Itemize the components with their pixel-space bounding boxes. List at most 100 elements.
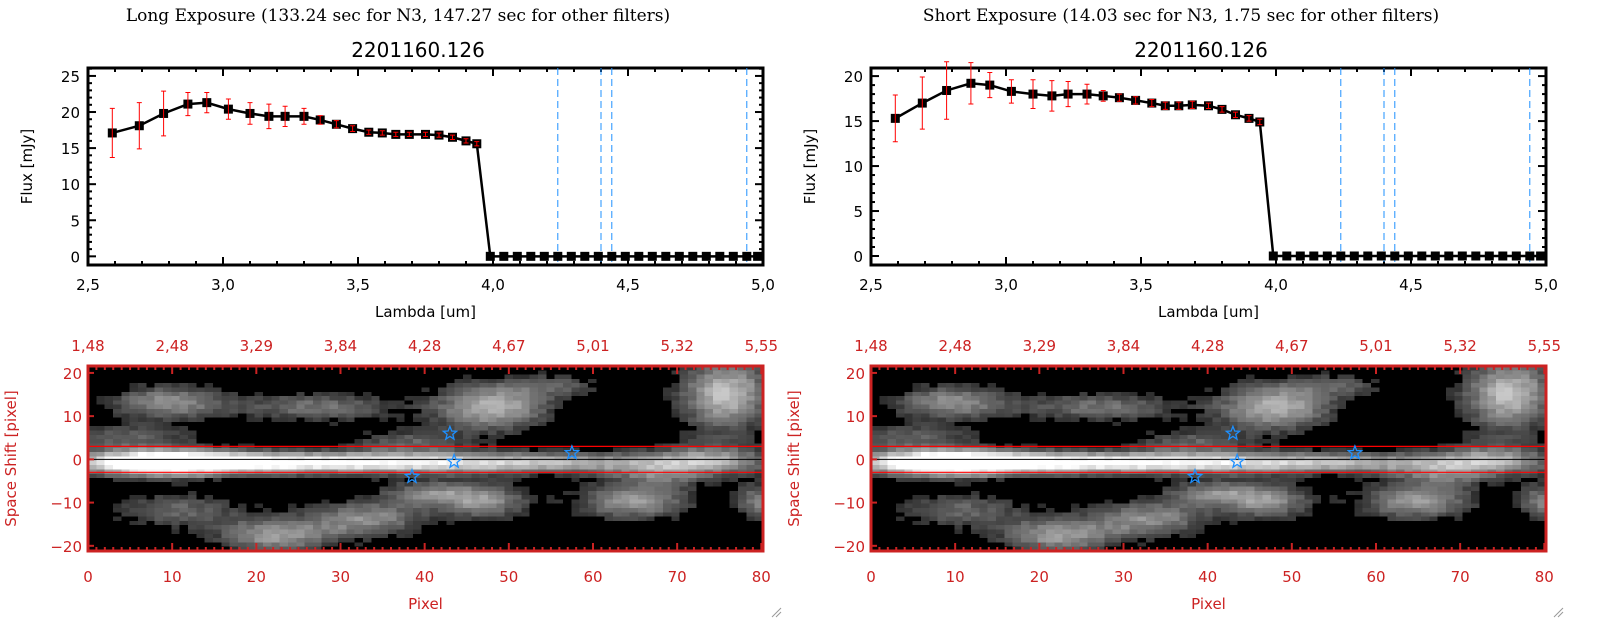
x-tick-label: 40 xyxy=(1198,568,1217,586)
y-tick-label: −20 xyxy=(833,538,865,556)
top-tick-label: 4,67 xyxy=(1275,337,1308,355)
x-tick-label: 20 xyxy=(247,568,266,586)
data-point xyxy=(1268,251,1278,261)
x-tick-label: 30 xyxy=(1114,568,1133,586)
y-tick-label: 0 xyxy=(855,451,865,469)
data-point xyxy=(1376,251,1386,261)
y-axis-label: Flux [mJy] xyxy=(801,129,819,205)
top-tick-label: 5,32 xyxy=(1443,337,1476,355)
x-tick-label: 50 xyxy=(1282,568,1301,586)
data-point xyxy=(715,251,725,261)
error-bar xyxy=(204,92,210,114)
x-tick-label: 70 xyxy=(1451,568,1470,586)
top-tick-label: 5,55 xyxy=(1528,337,1561,355)
error-bar xyxy=(1219,106,1225,113)
top-tick-label: 5,01 xyxy=(1359,337,1392,355)
error-bar xyxy=(1233,111,1238,118)
data-point xyxy=(753,251,763,261)
top-tick-label: 5,01 xyxy=(576,337,609,355)
y-tick-label: 20 xyxy=(846,365,865,383)
error-bar xyxy=(1100,89,1106,102)
x-tick-label: 4,5 xyxy=(616,276,640,294)
spectrum-title-left: 2201160.126 xyxy=(351,38,485,62)
x-tick-label: 5,0 xyxy=(751,276,775,294)
y-tick-label: 20 xyxy=(63,365,82,383)
y-tick-label: 0 xyxy=(853,248,863,266)
data-point xyxy=(701,251,711,261)
x-tick-label: 0 xyxy=(83,568,93,586)
error-bar xyxy=(1065,80,1071,108)
error-bar xyxy=(436,132,442,138)
y-axis-label: Space Shift [pixel] xyxy=(2,390,20,527)
resize-grip-icon[interactable] xyxy=(1552,606,1564,618)
x-tick-label: 20 xyxy=(1030,568,1049,586)
long-exposure-title: Long Exposure (133.24 sec for N3, 147.27… xyxy=(126,6,670,26)
resize-grip-icon[interactable] xyxy=(770,606,782,618)
error-bar xyxy=(1049,80,1055,112)
data-point xyxy=(1349,251,1359,261)
error-bar xyxy=(393,131,399,138)
spectrum-title-right: 2201160.126 xyxy=(1134,38,1268,62)
y-tick-label: 5 xyxy=(853,203,863,221)
y-tick-label: 20 xyxy=(61,104,80,122)
error-bar xyxy=(474,141,480,147)
data-point xyxy=(1498,251,1508,261)
y-tick-label: 0 xyxy=(72,451,82,469)
x-tick-label: 3,0 xyxy=(211,276,235,294)
top-tick-label: 3,29 xyxy=(240,337,273,355)
star-marker xyxy=(1346,444,1364,460)
data-point xyxy=(1295,251,1305,261)
data-point xyxy=(1430,251,1440,261)
data-point xyxy=(728,251,738,261)
data-point xyxy=(1471,251,1481,261)
error-bar xyxy=(185,92,191,117)
image-frame xyxy=(869,364,1548,553)
data-point xyxy=(512,251,522,261)
error-bar xyxy=(968,62,974,105)
data-point xyxy=(742,251,752,261)
error-bar xyxy=(333,120,339,129)
data-point xyxy=(485,251,495,261)
star-marker xyxy=(403,467,421,484)
top-tick-label: 2,48 xyxy=(938,337,971,355)
error-bar xyxy=(161,90,167,137)
data-point xyxy=(1336,251,1346,261)
y-axis-label: Flux [mJy] xyxy=(18,129,36,205)
data-point xyxy=(1525,251,1535,261)
error-bar xyxy=(1116,93,1122,102)
x-tick-label: 60 xyxy=(1366,568,1385,586)
x-tick-label: 4,0 xyxy=(1264,276,1288,294)
error-bar xyxy=(406,131,412,138)
error-bar xyxy=(282,105,288,127)
x-axis-label: Lambda [um] xyxy=(375,303,476,321)
star-marker xyxy=(441,424,459,441)
data-point xyxy=(661,251,671,261)
data-point xyxy=(1282,251,1292,261)
short-exposure-title: Short Exposure (14.03 sec for N3, 1.75 s… xyxy=(923,6,1439,26)
y-tick-label: 10 xyxy=(63,408,82,426)
error-bar xyxy=(1189,100,1195,109)
y-tick-label: 25 xyxy=(61,68,80,86)
y-tick-label: −10 xyxy=(50,495,82,513)
data-point xyxy=(620,251,630,261)
error-bar xyxy=(301,107,307,125)
x-tick-label: 70 xyxy=(668,568,687,586)
image-plot-0: 0 10 20 30 40 50 60 70 80 1,48 2,48 3,29 3,84 4,28 4,6… xyxy=(2,337,778,613)
y-tick-label: −10 xyxy=(833,495,865,513)
data-point xyxy=(647,251,657,261)
error-bar xyxy=(225,98,231,120)
error-bar xyxy=(892,94,898,143)
y-tick-label: 20 xyxy=(844,68,863,86)
top-tick-label: 1,48 xyxy=(71,337,104,355)
top-tick-label: 5,55 xyxy=(745,337,778,355)
error-bar xyxy=(1246,115,1252,122)
data-point xyxy=(499,251,509,261)
error-bar xyxy=(1162,101,1168,110)
star-marker xyxy=(1228,452,1246,469)
error-bar xyxy=(463,138,469,144)
y-tick-label: 0 xyxy=(70,248,80,266)
error-bar xyxy=(266,103,272,130)
data-point xyxy=(634,251,644,261)
